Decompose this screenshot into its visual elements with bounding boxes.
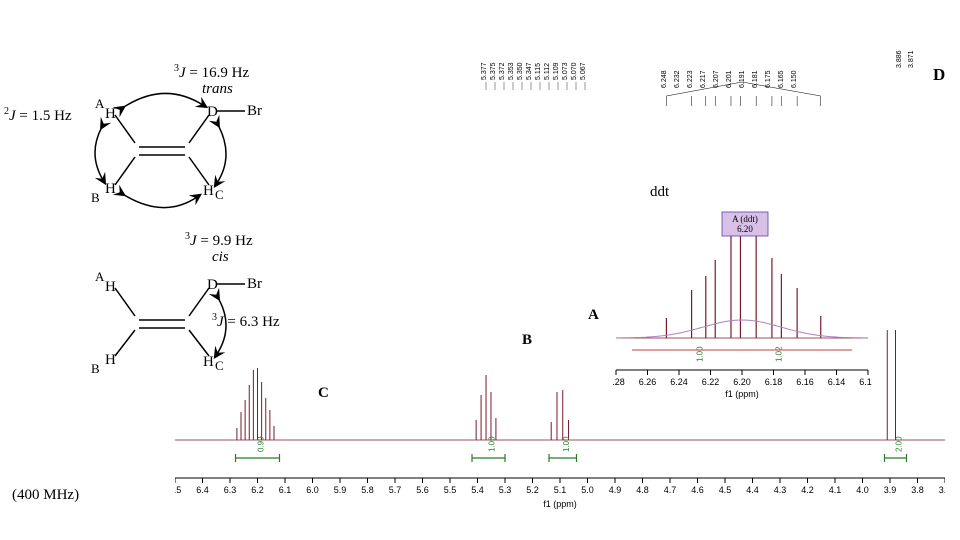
svg-text:5.2: 5.2 [526, 485, 539, 495]
svg-text:B: B [91, 190, 100, 205]
svg-text:4.1: 4.1 [829, 485, 842, 495]
svg-text:5.350: 5.350 [517, 62, 524, 80]
svg-text:5.347: 5.347 [526, 62, 533, 80]
svg-text:6.16: 6.16 [796, 377, 814, 387]
svg-text:1.00: 1.00 [562, 436, 571, 452]
svg-text:6.22: 6.22 [702, 377, 720, 387]
svg-text:6.28: 6.28 [612, 377, 625, 387]
svg-text:6.175: 6.175 [765, 70, 772, 88]
b-inset-label: B [522, 332, 532, 349]
svg-text:6.5: 6.5 [175, 485, 181, 495]
svg-text:4.2: 4.2 [801, 485, 814, 495]
svg-text:6.201: 6.201 [726, 70, 733, 88]
inset-peak-labels: 6.248 6.232 6.223 6.217 6.207 6.201 6.191 6.181… [660, 40, 840, 100]
svg-text:4.4: 4.4 [746, 485, 759, 495]
inset-spectrum: 1.00 1.02 6.28 6.26 6.24 6.22 6.20 6.18 6.16 6.1… [612, 80, 872, 400]
svg-text:4.6: 4.6 [691, 485, 704, 495]
svg-text:5.6: 5.6 [416, 485, 429, 495]
svg-text:5.372: 5.372 [499, 62, 506, 80]
j3trans-val: = 16.9 Hz [186, 65, 249, 81]
svg-text:6.14: 6.14 [828, 377, 846, 387]
svg-text:6.12: 6.12 [859, 377, 872, 387]
svg-text:5.377: 5.377 [481, 62, 488, 80]
a-inset-label: A [588, 307, 599, 324]
svg-text:5.0: 5.0 [581, 485, 594, 495]
svg-text:5.375: 5.375 [490, 62, 497, 80]
svg-text:H: H [105, 181, 116, 197]
svg-text:4.5: 4.5 [719, 485, 732, 495]
svg-text:B: B [91, 361, 100, 373]
svg-text:6.181: 6.181 [752, 70, 759, 88]
svg-text:H: H [105, 352, 116, 368]
svg-text:5.112: 5.112 [544, 63, 551, 80]
svg-text:1.00: 1.00 [488, 436, 497, 452]
svg-text:5.070: 5.070 [571, 62, 578, 80]
main-axis-label: f1 (ppm) [543, 499, 577, 509]
svg-text:6.217: 6.217 [700, 70, 707, 88]
svg-text:5.3: 5.3 [499, 485, 512, 495]
svg-text:4.0: 4.0 [856, 485, 869, 495]
svg-text:6.20: 6.20 [733, 377, 751, 387]
svg-text:5.9: 5.9 [334, 485, 347, 495]
svg-text:3.9: 3.9 [884, 485, 897, 495]
svg-text:6.26: 6.26 [639, 377, 657, 387]
svg-text:A: A [95, 96, 105, 111]
svg-text:0.99: 0.99 [257, 436, 266, 452]
svg-text:6.0: 6.0 [306, 485, 319, 495]
svg-text:6.191: 6.191 [739, 70, 746, 88]
svg-text:6.232: 6.232 [674, 70, 681, 88]
svg-text:6.150: 6.150 [791, 70, 798, 88]
svg-text:3.871: 3.871 [908, 50, 915, 68]
svg-text:1.00: 1.00 [696, 346, 705, 362]
svg-text:4.3: 4.3 [774, 485, 787, 495]
svg-text:6.223: 6.223 [687, 70, 694, 88]
svg-text:5.067: 5.067 [580, 62, 587, 80]
svg-text:H: H [105, 279, 116, 295]
svg-text:2.00: 2.00 [895, 436, 904, 452]
svg-text:6.207: 6.207 [713, 70, 720, 88]
svg-text:5.7: 5.7 [389, 485, 402, 495]
svg-text:6.165: 6.165 [778, 70, 785, 88]
svg-text:Br: Br [247, 103, 262, 119]
svg-text:5.073: 5.073 [562, 62, 569, 80]
svg-text:4.8: 4.8 [636, 485, 649, 495]
svg-text:3.7: 3.7 [939, 485, 945, 495]
c-peak-label: C [318, 385, 329, 402]
far-right-peak-labels: 3.886 3.871 [895, 20, 935, 80]
svg-text:6.1: 6.1 [279, 485, 292, 495]
svg-text:5.1: 5.1 [554, 485, 567, 495]
svg-text:6.3: 6.3 [224, 485, 237, 495]
svg-text:5.353: 5.353 [508, 62, 515, 80]
svg-text:6.4: 6.4 [196, 485, 209, 495]
peak-labels-top: 5.3775.3755.3725.3535.3505.3475.1155.112… [480, 20, 620, 95]
svg-text:D: D [207, 104, 218, 120]
inset-axis-label: f1 (ppm) [725, 389, 759, 399]
svg-text:4.9: 4.9 [609, 485, 622, 495]
svg-text:1.02: 1.02 [774, 346, 783, 362]
svg-text:6.18: 6.18 [765, 377, 783, 387]
svg-text:A: A [95, 269, 105, 284]
d-right-label: D [933, 65, 945, 85]
svg-text:6.2: 6.2 [251, 485, 264, 495]
svg-text:5.8: 5.8 [361, 485, 374, 495]
svg-text:6.20: 6.20 [737, 224, 753, 234]
svg-text:3.886: 3.886 [896, 50, 903, 68]
svg-text:4.7: 4.7 [664, 485, 677, 495]
svg-text:5.4: 5.4 [471, 485, 484, 495]
svg-text:A (ddt): A (ddt) [732, 214, 758, 224]
j2-val: = 1.5 Hz [16, 108, 72, 124]
svg-text:5.115: 5.115 [535, 63, 542, 80]
svg-text:H: H [105, 106, 116, 122]
svg-text:6.248: 6.248 [661, 70, 668, 88]
mhz-label: (400 MHz) [12, 487, 79, 504]
svg-text:3.8: 3.8 [911, 485, 924, 495]
svg-text:5.109: 5.109 [553, 62, 560, 80]
svg-text:6.24: 6.24 [670, 377, 688, 387]
svg-text:5.5: 5.5 [444, 485, 457, 495]
ddt-label: ddt [650, 184, 669, 201]
